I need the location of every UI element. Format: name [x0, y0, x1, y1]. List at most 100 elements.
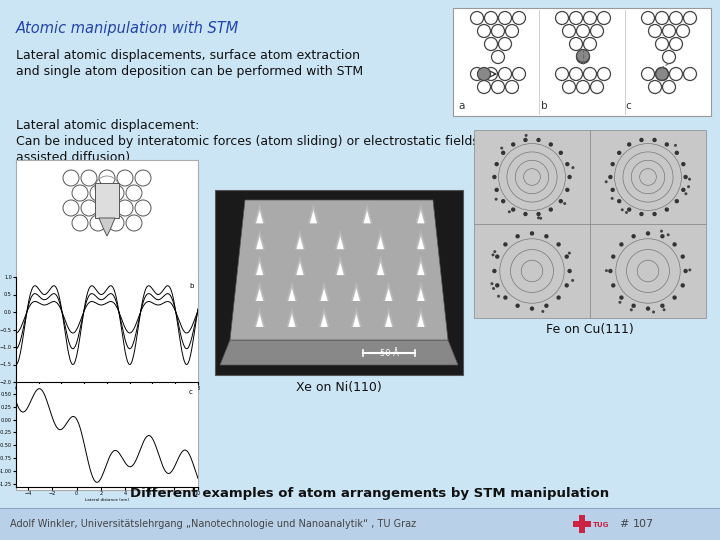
- Circle shape: [568, 252, 571, 255]
- Circle shape: [660, 234, 665, 239]
- Polygon shape: [256, 312, 264, 327]
- Circle shape: [611, 283, 616, 288]
- Circle shape: [536, 212, 541, 216]
- Polygon shape: [220, 340, 458, 365]
- Polygon shape: [287, 307, 297, 327]
- Text: b: b: [189, 282, 193, 288]
- Polygon shape: [337, 262, 343, 275]
- Polygon shape: [256, 288, 263, 301]
- Circle shape: [501, 199, 505, 204]
- Circle shape: [608, 269, 613, 273]
- Circle shape: [665, 207, 669, 212]
- Circle shape: [492, 269, 497, 273]
- Circle shape: [646, 306, 650, 311]
- Circle shape: [655, 68, 668, 80]
- Polygon shape: [335, 255, 346, 275]
- Circle shape: [646, 231, 650, 235]
- Polygon shape: [310, 211, 317, 224]
- Circle shape: [559, 199, 563, 204]
- Circle shape: [557, 295, 561, 300]
- Polygon shape: [307, 203, 319, 224]
- Polygon shape: [363, 208, 372, 224]
- Circle shape: [683, 175, 688, 179]
- Polygon shape: [383, 307, 395, 327]
- Text: and single atom deposition can be performed with STM: and single atom deposition can be perfor…: [16, 64, 363, 78]
- Polygon shape: [383, 281, 395, 301]
- Polygon shape: [385, 314, 392, 327]
- Circle shape: [639, 212, 644, 216]
- Circle shape: [493, 250, 496, 253]
- Circle shape: [492, 175, 497, 179]
- Circle shape: [495, 188, 499, 192]
- Polygon shape: [256, 260, 264, 275]
- Circle shape: [541, 310, 544, 313]
- Circle shape: [675, 199, 679, 204]
- X-axis label: Lateral distance (nm): Lateral distance (nm): [85, 497, 129, 502]
- Text: Different examples of atom arrangements by STM manipulation: Different examples of atom arrangements …: [130, 487, 610, 500]
- Bar: [590, 130, 706, 224]
- Text: b: b: [541, 101, 548, 111]
- Circle shape: [611, 197, 613, 200]
- Polygon shape: [256, 208, 264, 224]
- Circle shape: [523, 138, 528, 142]
- Circle shape: [627, 207, 631, 212]
- Circle shape: [652, 310, 655, 314]
- Bar: [579, 515, 585, 533]
- Circle shape: [681, 162, 685, 166]
- Circle shape: [549, 142, 553, 147]
- Circle shape: [495, 162, 499, 166]
- Polygon shape: [415, 281, 426, 301]
- Text: Atomic manipulation with STM: Atomic manipulation with STM: [16, 21, 239, 36]
- Circle shape: [611, 188, 615, 192]
- Polygon shape: [318, 281, 330, 301]
- Circle shape: [501, 151, 505, 155]
- Circle shape: [508, 210, 510, 213]
- Circle shape: [492, 287, 495, 290]
- Circle shape: [652, 212, 657, 216]
- Circle shape: [516, 303, 520, 308]
- Circle shape: [565, 188, 570, 192]
- Circle shape: [627, 142, 631, 147]
- Circle shape: [511, 207, 516, 212]
- Circle shape: [563, 202, 566, 205]
- Circle shape: [564, 254, 569, 259]
- Circle shape: [516, 234, 520, 239]
- Circle shape: [572, 166, 575, 169]
- Polygon shape: [289, 288, 295, 301]
- Polygon shape: [289, 314, 295, 327]
- Polygon shape: [415, 307, 426, 327]
- Polygon shape: [309, 208, 318, 224]
- Circle shape: [625, 211, 628, 214]
- Polygon shape: [230, 200, 448, 340]
- Text: 50 Å: 50 Å: [379, 349, 398, 358]
- Circle shape: [605, 269, 608, 272]
- Polygon shape: [254, 307, 265, 327]
- Polygon shape: [256, 314, 263, 327]
- Circle shape: [544, 303, 549, 308]
- Circle shape: [665, 142, 669, 147]
- Text: Lateral atomic displacements, surface atom extraction: Lateral atomic displacements, surface at…: [16, 49, 360, 62]
- Polygon shape: [296, 260, 304, 275]
- Polygon shape: [415, 255, 426, 275]
- Polygon shape: [320, 312, 328, 327]
- Circle shape: [639, 138, 644, 142]
- Bar: [474, 224, 590, 318]
- Circle shape: [619, 295, 624, 300]
- Circle shape: [477, 68, 490, 80]
- Polygon shape: [418, 262, 424, 275]
- Polygon shape: [361, 203, 373, 224]
- Circle shape: [503, 295, 508, 300]
- Polygon shape: [297, 262, 303, 275]
- Polygon shape: [384, 286, 393, 301]
- Polygon shape: [375, 255, 386, 275]
- Bar: [590, 224, 706, 318]
- Text: a: a: [458, 101, 464, 111]
- Circle shape: [490, 282, 493, 285]
- Circle shape: [495, 254, 500, 259]
- Bar: [573, 521, 591, 527]
- Circle shape: [495, 198, 498, 201]
- Polygon shape: [352, 312, 361, 327]
- Polygon shape: [418, 237, 424, 249]
- Text: Can be induced by interatomic forces (atom sliding) or electrostatic fields (fie: Can be induced by interatomic forces (at…: [16, 134, 515, 147]
- Polygon shape: [318, 307, 330, 327]
